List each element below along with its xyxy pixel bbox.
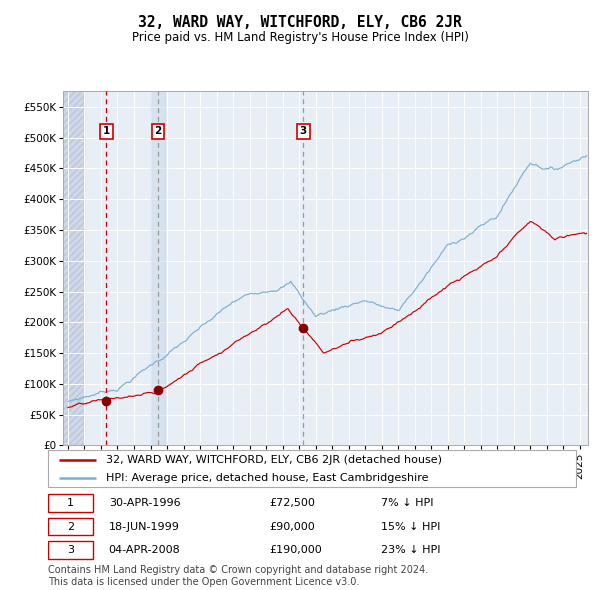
Text: 15% ↓ HPI: 15% ↓ HPI [380, 522, 440, 532]
FancyBboxPatch shape [48, 494, 93, 512]
Bar [151, 91, 164, 445]
Text: 3: 3 [300, 126, 307, 136]
Text: 2: 2 [67, 522, 74, 532]
Text: £90,000: £90,000 [270, 522, 316, 532]
FancyBboxPatch shape [48, 450, 576, 487]
Text: 23% ↓ HPI: 23% ↓ HPI [380, 545, 440, 555]
Text: 18-JUN-1999: 18-JUN-1999 [109, 522, 179, 532]
Text: 3: 3 [67, 545, 74, 555]
Text: Price paid vs. HM Land Registry's House Price Index (HPI): Price paid vs. HM Land Registry's House … [131, 31, 469, 44]
Text: £190,000: £190,000 [270, 545, 323, 555]
Bar [63, 91, 85, 445]
Text: 32, WARD WAY, WITCHFORD, ELY, CB6 2JR: 32, WARD WAY, WITCHFORD, ELY, CB6 2JR [138, 15, 462, 30]
Text: Contains HM Land Registry data © Crown copyright and database right 2024.
This d: Contains HM Land Registry data © Crown c… [48, 565, 428, 587]
FancyBboxPatch shape [48, 518, 93, 536]
Text: £72,500: £72,500 [270, 498, 316, 508]
Text: 30-APR-1996: 30-APR-1996 [109, 498, 181, 508]
Text: 32, WARD WAY, WITCHFORD, ELY, CB6 2JR (detached house): 32, WARD WAY, WITCHFORD, ELY, CB6 2JR (d… [106, 455, 442, 466]
Text: 1: 1 [67, 498, 74, 508]
Text: 04-APR-2008: 04-APR-2008 [109, 545, 181, 555]
Text: 1: 1 [103, 126, 110, 136]
Text: 7% ↓ HPI: 7% ↓ HPI [380, 498, 433, 508]
Text: HPI: Average price, detached house, East Cambridgeshire: HPI: Average price, detached house, East… [106, 473, 428, 483]
Bar [63, 91, 85, 445]
FancyBboxPatch shape [48, 542, 93, 559]
Text: 2: 2 [154, 126, 162, 136]
